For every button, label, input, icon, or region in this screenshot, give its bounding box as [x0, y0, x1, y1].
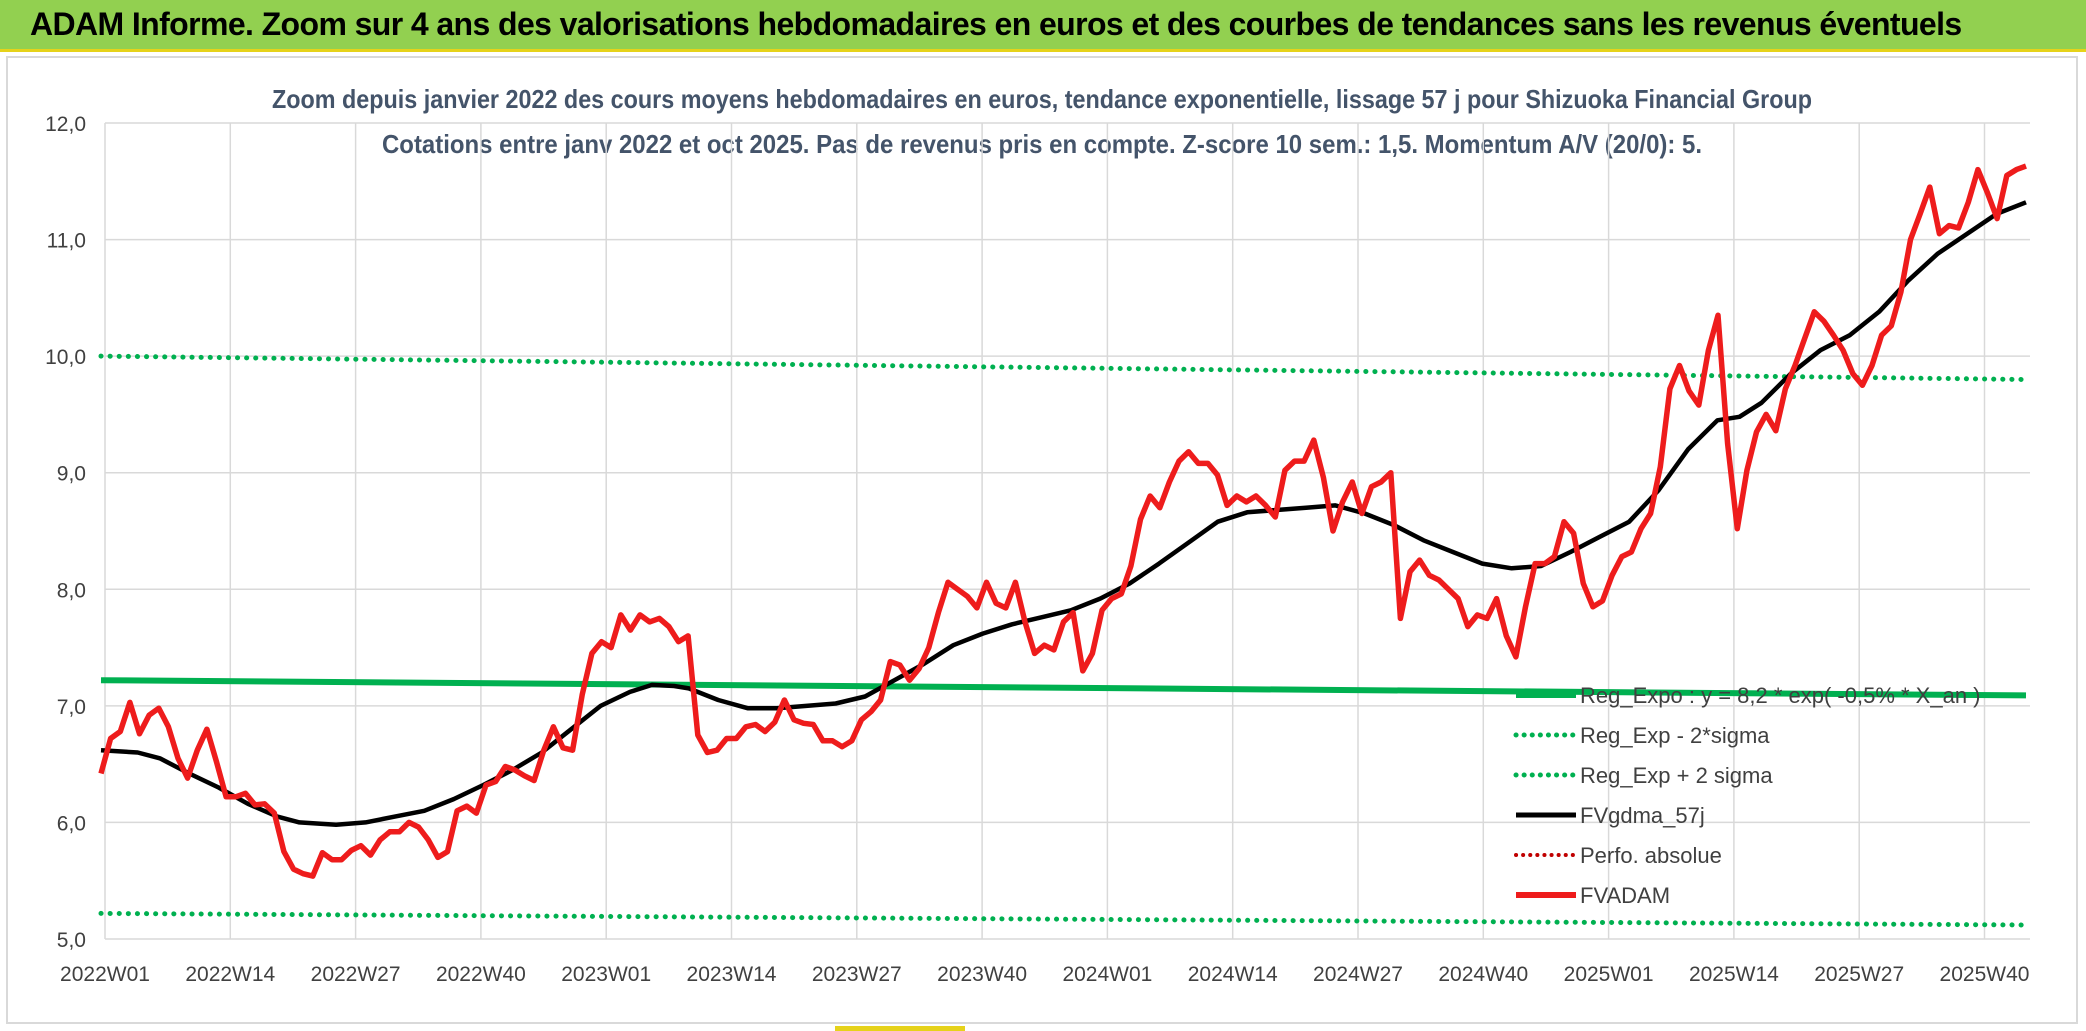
x-tick-label: 2022W40: [436, 963, 526, 986]
y-tick-label: 9,0: [57, 463, 86, 486]
bottom-tab-marker: [835, 1026, 965, 1031]
x-tick-label: 2025W40: [1940, 963, 2030, 986]
y-tick-label: 8,0: [57, 579, 86, 602]
x-tick-label: 2022W01: [60, 963, 150, 986]
y-tick-label: 10,0: [45, 346, 86, 369]
x-tick-label: 2024W14: [1188, 963, 1278, 986]
legend-label: Reg_Exp - 2*sigma: [1580, 723, 1770, 748]
y-tick-label: 11,0: [47, 230, 86, 253]
x-tick-label: 2024W40: [1438, 963, 1528, 986]
legend-label: FVgdma_57j: [1580, 803, 1705, 828]
legend-label: Perfo. absolue: [1580, 843, 1722, 868]
chart-frame: [6, 56, 2078, 1024]
x-tick-label: 2025W27: [1814, 963, 1904, 986]
x-tick-label: 2023W01: [561, 963, 651, 986]
y-tick-label: 6,0: [57, 812, 86, 835]
x-tick-label: 2024W01: [1062, 963, 1152, 986]
legend-label: Reg_Expo : y = 8,2 * exp( -0,5% * X_an ): [1580, 683, 1981, 708]
x-tick-label: 2025W14: [1689, 963, 1779, 986]
series-lower-band: [98, 910, 2029, 928]
x-tick-label: 2022W27: [311, 963, 401, 986]
report-banner: ADAM Informe. Zoom sur 4 ans des valoris…: [0, 0, 2086, 52]
chart-title: Zoom depuis janvier 2022 des cours moyen…: [272, 84, 1812, 114]
x-tick-label: 2022W14: [185, 963, 275, 986]
x-tick-label: 2025W01: [1564, 963, 1654, 986]
y-tick-label: 12,0: [45, 113, 86, 136]
x-tick-label: 2023W40: [937, 963, 1027, 986]
y-tick-label: 5,0: [57, 929, 86, 952]
y-tick-label: 7,0: [57, 696, 86, 719]
report-title: ADAM Informe. Zoom sur 4 ans des valoris…: [30, 6, 1962, 42]
series-regression: [100, 677, 2027, 699]
legend-label: FVADAM: [1580, 883, 1670, 908]
series-fvadam: [98, 163, 2027, 879]
x-tick-label: 2023W27: [812, 963, 902, 986]
chart-subtitle: Cotations entre janv 2022 et oct 2025. P…: [382, 129, 1702, 159]
x-tick-label: 2023W14: [687, 963, 777, 986]
legend-label: Reg_Exp + 2 sigma: [1580, 763, 1773, 788]
series-upper-band: [98, 353, 2029, 382]
x-tick-label: 2024W27: [1313, 963, 1403, 986]
series-fvgdma: [100, 200, 2027, 828]
